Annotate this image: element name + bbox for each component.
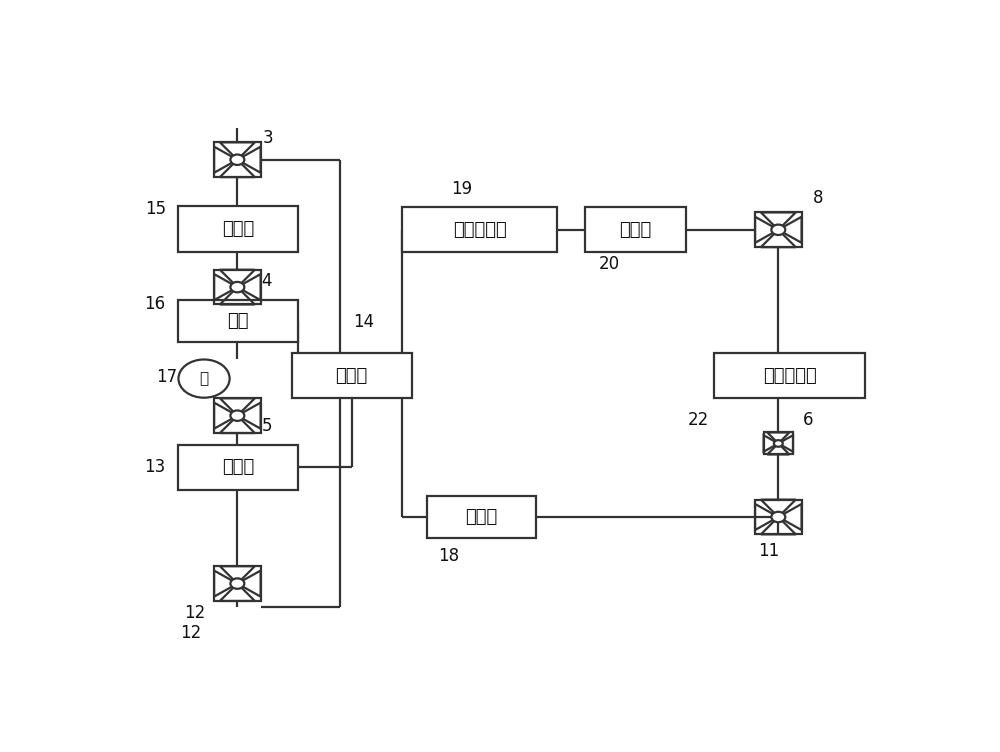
Bar: [755, 212, 802, 247]
Circle shape: [230, 578, 244, 589]
Bar: [178, 300, 298, 342]
Text: 5: 5: [262, 417, 272, 435]
Text: 泵: 泵: [199, 371, 209, 386]
Bar: [292, 353, 412, 399]
Circle shape: [178, 359, 230, 398]
Bar: [764, 432, 793, 454]
Circle shape: [230, 282, 244, 293]
Text: 4: 4: [262, 272, 272, 290]
Text: 发动机: 发动机: [222, 458, 254, 476]
Text: 外部换热器: 外部换热器: [763, 367, 816, 385]
Text: 冷凝器: 冷凝器: [222, 220, 254, 238]
Bar: [714, 353, 865, 399]
Text: 22: 22: [688, 411, 709, 429]
Bar: [178, 444, 298, 490]
Text: 膨胀机: 膨胀机: [620, 221, 652, 239]
Bar: [178, 206, 298, 253]
Text: 17: 17: [156, 368, 177, 387]
Text: 20: 20: [599, 255, 620, 273]
Circle shape: [771, 512, 785, 522]
Circle shape: [230, 411, 244, 421]
Bar: [755, 499, 802, 535]
Bar: [427, 496, 536, 538]
Circle shape: [771, 225, 785, 235]
Text: 19: 19: [452, 180, 473, 198]
Text: 18: 18: [438, 547, 460, 566]
Text: 8: 8: [813, 189, 824, 207]
Text: 11: 11: [758, 541, 780, 559]
Bar: [214, 270, 261, 305]
Text: 16: 16: [144, 296, 165, 314]
Bar: [585, 208, 686, 253]
Text: 12: 12: [180, 624, 202, 642]
Text: 12: 12: [184, 604, 205, 622]
Bar: [214, 142, 261, 177]
Text: 15: 15: [145, 200, 167, 218]
Bar: [214, 566, 261, 601]
Text: 3: 3: [263, 129, 274, 147]
Text: 14: 14: [353, 313, 374, 331]
Circle shape: [230, 154, 244, 165]
Bar: [214, 399, 261, 433]
Circle shape: [774, 440, 783, 447]
Text: 预热器: 预热器: [336, 367, 368, 385]
Bar: [402, 208, 557, 253]
Text: 水筱: 水筱: [227, 312, 249, 330]
Text: 13: 13: [144, 458, 165, 475]
Text: 尾气换热器: 尾气换热器: [453, 221, 507, 239]
Text: 压缩机: 压缩机: [465, 508, 498, 526]
Text: 6: 6: [803, 411, 813, 429]
